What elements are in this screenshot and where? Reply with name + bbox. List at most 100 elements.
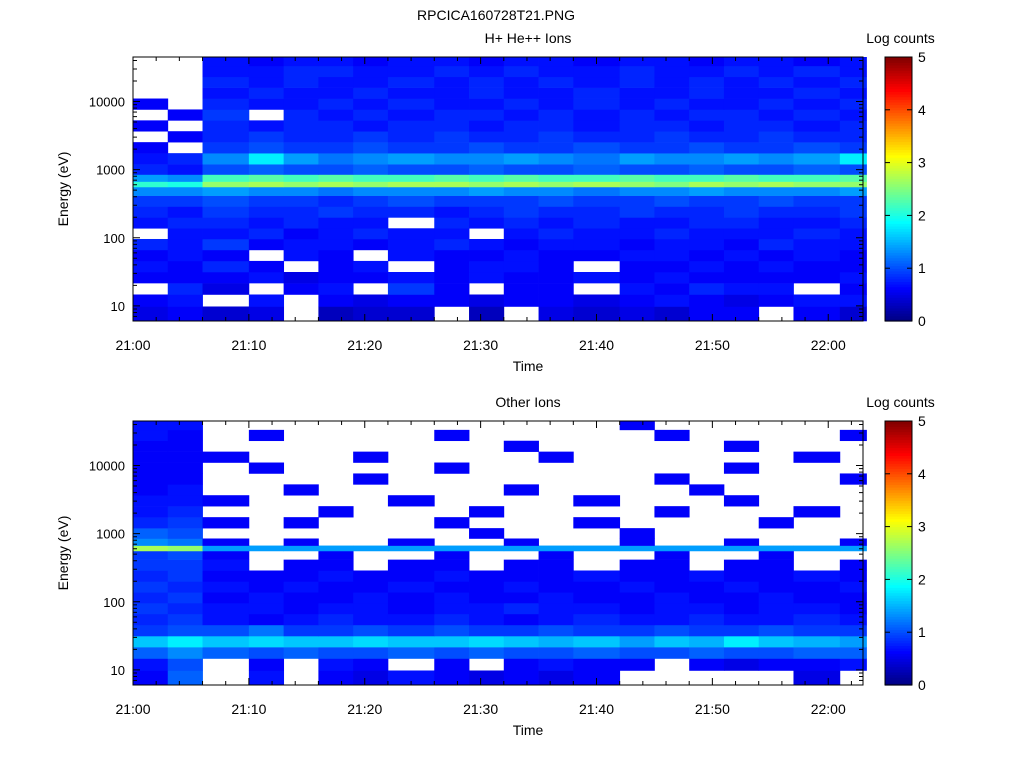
heatmap-cell (839, 272, 867, 284)
heatmap-cell (839, 217, 867, 229)
heatmap-cell (283, 238, 319, 251)
heatmap-cell (538, 581, 574, 593)
colorbar-segment (885, 72, 912, 77)
heatmap-cell (387, 228, 435, 240)
heatmap-cell (202, 647, 250, 659)
heatmap-cell (573, 294, 621, 307)
heatmap-cell (538, 142, 574, 154)
heatmap-cell (573, 272, 621, 284)
heatmap-cell (434, 636, 470, 648)
heatmap-cell (353, 186, 389, 196)
heatmap-cell (167, 272, 203, 284)
heatmap-cell (434, 120, 470, 132)
heatmap-cell (353, 581, 389, 593)
colorbar-segment (885, 571, 912, 575)
heatmap-cell (434, 658, 470, 671)
heatmap-cell (387, 592, 435, 604)
heatmap-cell (793, 545, 841, 552)
heatmap-cell (758, 181, 794, 188)
colorbar-segment (885, 479, 912, 483)
heatmap-cell (723, 260, 760, 273)
colorbar-segment (885, 236, 912, 240)
heatmap-cell (133, 260, 169, 273)
heatmap-cell (283, 484, 319, 496)
heatmap-cell (387, 120, 435, 132)
heatmap-cell (839, 153, 867, 165)
colorbar-tick-label: 5 (918, 49, 926, 65)
colorbar-segment (885, 123, 912, 127)
heatmap-cell (387, 294, 435, 307)
heatmap-cell (689, 174, 725, 182)
heatmap-cell (619, 559, 655, 571)
heatmap-cell (503, 647, 539, 659)
heatmap-cell (387, 538, 435, 546)
heatmap-cell (538, 65, 574, 78)
heatmap-cell (387, 613, 435, 626)
heatmap-cell (503, 142, 539, 154)
heatmap-cell (202, 306, 250, 322)
heatmap-cell (353, 647, 389, 659)
heatmap-cell (503, 658, 539, 671)
heatmap-cell (167, 570, 203, 582)
colorbar-segment (885, 80, 912, 84)
heatmap-cell (573, 206, 621, 218)
colorbar-segment (885, 642, 912, 646)
heatmap-cell (689, 249, 725, 262)
colorbar-segment (885, 255, 912, 259)
heatmap-cell (434, 429, 470, 442)
heatmap-cell (202, 153, 250, 165)
heatmap-cell (503, 238, 539, 251)
colorbar-segment (885, 310, 912, 314)
heatmap-cell (573, 249, 621, 262)
heatmap-cell (248, 581, 285, 593)
colorbar-segment (885, 426, 912, 430)
heatmap-cell (573, 495, 621, 507)
heatmap-cell (353, 592, 389, 604)
heatmap-cell (793, 670, 841, 686)
heatmap-cell (839, 186, 867, 196)
heatmap-cell (133, 670, 169, 686)
heatmap-cell (283, 517, 319, 529)
colorbar-segment (885, 313, 912, 317)
colorbar-segment (885, 70, 912, 74)
heatmap-cell (434, 272, 470, 284)
heatmap-cell (538, 624, 574, 637)
colorbar-segment (885, 471, 912, 475)
x-tick-label: 21:20 (347, 701, 382, 717)
colorbar-segment (885, 152, 912, 156)
heatmap-cell (839, 570, 867, 582)
heatmap-cell (202, 636, 250, 648)
heatmap-cell (793, 142, 841, 154)
heatmap-cell (248, 174, 285, 182)
heatmap-cell (723, 545, 760, 552)
heatmap-cell (202, 517, 250, 529)
colorbar-segment (885, 223, 912, 227)
heatmap-cell (723, 636, 760, 648)
colorbar-segment (885, 178, 912, 182)
colorbar-segment (885, 648, 912, 652)
heatmap-cell (167, 131, 203, 143)
heatmap-cell (839, 602, 867, 615)
heatmap-cell (318, 174, 354, 182)
heatmap-cell (387, 306, 435, 322)
colorbar-segment (885, 508, 912, 512)
colorbar-segment (885, 109, 912, 114)
heatmap-cell (283, 283, 319, 295)
heatmap-cell (167, 545, 203, 552)
heatmap-cell (248, 142, 285, 154)
heatmap-cell (758, 294, 794, 307)
heatmap-cell (434, 602, 470, 615)
heatmap-cell (793, 153, 841, 165)
heatmap-cell (793, 206, 841, 218)
heatmap-cell (353, 602, 389, 615)
heatmap-cell (723, 142, 760, 154)
heatmap-cell (723, 228, 760, 240)
colorbar-segment (885, 83, 912, 87)
heatmap-cell (248, 306, 285, 322)
heatmap-cell (758, 174, 794, 182)
heatmap-cell (573, 98, 621, 110)
heatmap-cell (167, 581, 203, 593)
colorbar-segment (885, 589, 912, 594)
heatmap-cell (793, 195, 841, 207)
heatmap-cell (619, 65, 655, 78)
